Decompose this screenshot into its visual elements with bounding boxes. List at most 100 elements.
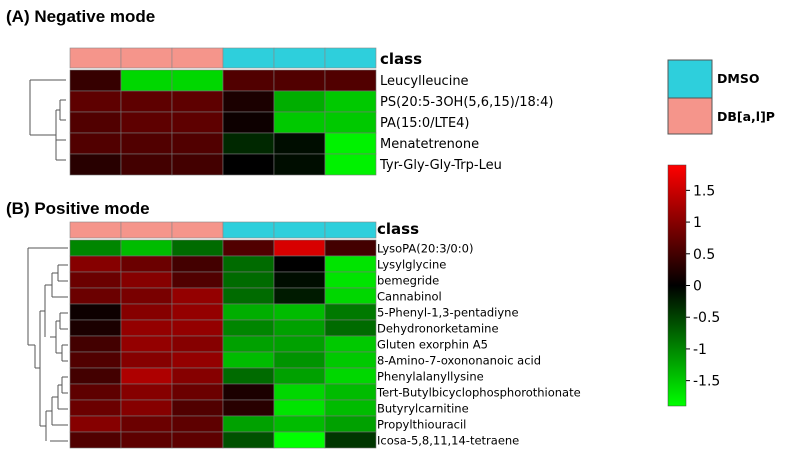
class-cell-a-1 [120, 47, 173, 69]
heatmap-cell-b-7-4 [273, 351, 326, 369]
row-label-b-2: bemegride [377, 274, 439, 288]
heatmap-cell-b-4-1 [120, 303, 173, 321]
heatmap-cell-b-5-2 [171, 319, 224, 337]
panel-b-title: (B) Positive mode [6, 199, 150, 218]
heatmap-cell-b-6-5 [324, 335, 377, 353]
heatmap-cell-b-1-5 [324, 255, 377, 273]
heatmap-cell-b-0-4 [273, 239, 326, 257]
heatmap-cell-b-2-2 [171, 271, 224, 289]
row-label-b-3: Cannabinol [377, 290, 442, 304]
heatmap-cell-b-10-4 [273, 399, 326, 417]
heatmap-cell-b-8-5 [324, 367, 377, 385]
color-scale-ticks: 1.5 1 0.5 0 -0.5 -1 -1.5 [686, 183, 720, 390]
class-cell-a-5 [324, 47, 377, 69]
heatmap-cell-b-7-0 [69, 351, 122, 369]
class-cell-a-0 [69, 47, 122, 69]
heatmap-cell-b-6-2 [171, 335, 224, 353]
heatmap-cell-b-11-5 [324, 415, 377, 433]
heatmap-cell-b-3-1 [120, 287, 173, 305]
heatmap-cell-b-8-3 [222, 367, 275, 385]
legend-swatch-dbalp [667, 97, 713, 135]
heatmap-cell-b-10-2 [171, 399, 224, 417]
class-cell-b-2 [171, 221, 224, 239]
heatmap-cell-b-12-4 [273, 431, 326, 449]
heatmap-cell-a-0-3 [222, 69, 275, 92]
legend-swatch-dmso [667, 59, 713, 99]
row-label-b-9: Tert-Butylbicyclophosphorothionate [376, 386, 581, 400]
heatmap-cell-a-2-1 [120, 111, 173, 134]
heatmap-cell-b-9-3 [222, 383, 275, 401]
heatmap-cell-b-12-0 [69, 431, 122, 449]
heatmap-cell-b-0-2 [171, 239, 224, 257]
color-scale-tick-label-5: -1 [693, 342, 707, 358]
heatmap-cell-b-9-2 [171, 383, 224, 401]
row-label-a-2: PA(15:0/LTE4) [380, 116, 470, 131]
heatmap-cell-b-0-5 [324, 239, 377, 257]
color-scale-tick-label-4: -0.5 [693, 310, 720, 326]
row-label-b-10: Butyrylcarnitine [377, 402, 469, 416]
legend-label-dmso: DMSO [717, 71, 759, 86]
heatmap-cell-b-4-4 [273, 303, 326, 321]
heatmap-cell-b-12-5 [324, 431, 377, 449]
heatmap-cell-a-1-1 [120, 90, 173, 113]
heatmap-cell-a-3-5 [324, 132, 377, 155]
heatmap-panel-a: Leucylleucine PS(20:5-3OH(5,6,15)/18:4) PA… [69, 47, 553, 176]
heatmap-cell-b-11-3 [222, 415, 275, 433]
heatmap-cell-b-1-2 [171, 255, 224, 273]
heatmap-cell-b-6-3 [222, 335, 275, 353]
heatmap-cell-b-5-5 [324, 319, 377, 337]
heatmap-cell-b-3-0 [69, 287, 122, 305]
heatmap-cell-b-2-4 [273, 271, 326, 289]
heatmap-cell-b-1-4 [273, 255, 326, 273]
row-label-b-1: Lysylglycine [377, 258, 446, 272]
heatmap-cell-b-8-0 [69, 367, 122, 385]
heatmap-cell-b-5-4 [273, 319, 326, 337]
row-label-b-6: Gluten exorphin A5 [377, 338, 488, 352]
heatmap-cell-a-1-0 [69, 90, 122, 113]
heatmap-cell-b-10-0 [69, 399, 122, 417]
heatmap-cell-a-4-2 [171, 153, 224, 176]
heatmap-cell-b-9-0 [69, 383, 122, 401]
row-label-a-1: PS(20:5-3OH(5,6,15)/18:4) [380, 95, 553, 110]
panel-b-class-label: class [377, 220, 419, 238]
heatmap-cell-a-0-0 [69, 69, 122, 92]
heatmap-cell-a-4-5 [324, 153, 377, 176]
class-cell-b-1 [120, 221, 173, 239]
heatmap-cell-b-2-3 [222, 271, 275, 289]
row-label-b-7: 8-Amino-7-oxononanoic acid [377, 354, 541, 368]
row-label-a-4: Tyr-Gly-Gly-Trp-Leu [379, 158, 502, 173]
row-label-b-4: 5-Phenyl-1,3-pentadiyne [377, 306, 519, 320]
row-label-b-11: Propylthiouracil [377, 418, 466, 432]
heatmap-cell-b-5-3 [222, 319, 275, 337]
heatmap-cell-a-3-2 [171, 132, 224, 155]
color-scale-tick-label-6: -1.5 [693, 374, 720, 390]
heatmap-cell-a-1-4 [273, 90, 326, 113]
heatmap-cell-b-7-5 [324, 351, 377, 369]
color-scale-tick-label-0: 1.5 [693, 183, 715, 199]
class-cell-a-4 [273, 47, 326, 69]
heatmap-cell-a-1-2 [171, 90, 224, 113]
row-label-a-3: Menatetrenone [380, 137, 479, 152]
panel-a-class-label: class [380, 50, 422, 68]
heatmap-cell-b-7-1 [120, 351, 173, 369]
heatmap-cell-b-11-2 [171, 415, 224, 433]
dendrogram-a [29, 79, 66, 161]
color-scale-tick-label-3: 0 [693, 279, 702, 295]
heatmap-cell-b-0-3 [222, 239, 275, 257]
heatmap-cell-b-8-4 [273, 367, 326, 385]
heatmap-cell-a-2-0 [69, 111, 122, 134]
heatmap-cell-b-10-3 [222, 399, 275, 417]
heatmap-cell-b-5-0 [69, 319, 122, 337]
heatmap-cell-a-3-4 [273, 132, 326, 155]
heatmap-cell-a-0-2 [171, 69, 224, 92]
dendrogram-b [27, 247, 68, 442]
heatmap-cell-b-4-0 [69, 303, 122, 321]
heatmap-cell-a-4-1 [120, 153, 173, 176]
heatmap-cell-b-3-2 [171, 287, 224, 305]
heatmap-cell-b-5-1 [120, 319, 173, 337]
heatmap-cell-a-2-2 [171, 111, 224, 134]
class-cell-b-5 [324, 221, 377, 239]
heatmap-cell-b-11-0 [69, 415, 122, 433]
color-scale-tick-label-1: 1 [693, 215, 702, 231]
